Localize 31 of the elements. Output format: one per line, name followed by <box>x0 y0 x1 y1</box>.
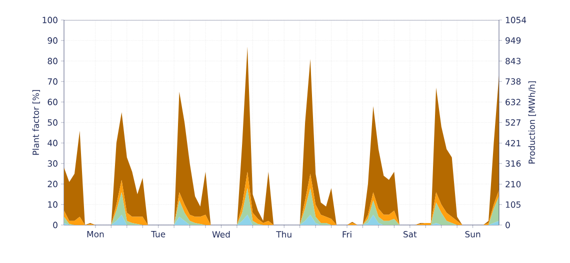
y2-tick-label: 527 <box>506 119 520 126</box>
y2-axis-title: Production [MWh/h] <box>528 81 536 164</box>
y2-tick-label: 738 <box>506 78 521 85</box>
y2-tick-label: 949 <box>506 37 521 44</box>
y-tick-label: 100 <box>42 16 58 24</box>
y-tick-label: 10 <box>48 201 58 208</box>
y-tick-label: 80 <box>48 58 58 64</box>
y-tick-label: 70 <box>48 78 58 85</box>
y-tick-label: 50 <box>48 119 58 126</box>
x-tick-label: Sun <box>465 231 480 238</box>
y2-tick-label: 0 <box>506 222 510 228</box>
x-tick-label: Thu <box>276 231 292 238</box>
y-tick-label: 60 <box>48 98 58 106</box>
x-tick-label: Fri <box>342 231 352 238</box>
x-tick-label: Sat <box>404 231 417 238</box>
y2-tick-label: 421 <box>505 140 520 146</box>
x-tick-label: Tue <box>151 231 166 238</box>
x-tick-label: Wed <box>212 231 230 238</box>
y2-tick-label: 1054 <box>506 16 526 24</box>
y2-tick-label: 843 <box>506 58 520 64</box>
y2-tick-label: 105 <box>506 201 520 208</box>
y-tick-label: 90 <box>48 37 58 44</box>
x-tick-label: Mon <box>87 231 104 238</box>
y2-tick-label: 632 <box>506 98 520 106</box>
y-tick-label: 0 <box>53 222 58 228</box>
y-tick-label: 40 <box>48 140 58 146</box>
y-axis-title: Plant factor [%] <box>32 90 40 155</box>
y-tick-label: 30 <box>48 160 58 167</box>
y2-tick-label: 210 <box>506 180 521 188</box>
y2-tick-label: 316 <box>506 160 521 167</box>
y-tick-label: 20 <box>48 180 58 188</box>
